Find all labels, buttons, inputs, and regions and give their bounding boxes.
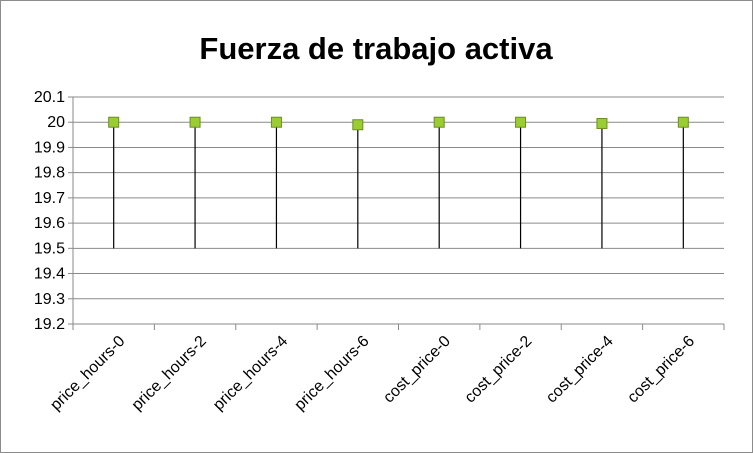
x-tick-label: cost_price-2 <box>462 333 536 407</box>
x-tick-label: price_hours-2 <box>129 333 210 414</box>
axes <box>68 96 725 330</box>
data-point <box>352 119 364 131</box>
chart-title: Fuerza de trabajo activa <box>199 31 553 66</box>
data-point <box>189 116 201 128</box>
y-tick-label: 19.4 <box>34 266 65 283</box>
y-tick-label: 19.3 <box>34 291 65 308</box>
x-tick-label: cost_price-4 <box>543 333 617 407</box>
y-tick-label: 19.9 <box>34 139 65 156</box>
data-point <box>433 116 445 128</box>
x-tick-label: cost_price-6 <box>624 333 698 407</box>
data-point <box>270 116 282 128</box>
x-tick-label: price_hours-0 <box>47 333 128 414</box>
y-tick-label: 19.5 <box>34 240 65 257</box>
data-point <box>677 116 689 128</box>
y-tick-labels: 20.1 20 19.9 19.8 19.7 19.6 19.5 19.4 19.3 19.2 <box>34 89 65 333</box>
x-tick-label: price_hours-6 <box>291 333 372 414</box>
y-tick-label: 19.6 <box>34 215 65 232</box>
y-tick-label: 19.7 <box>34 190 65 207</box>
data-markers <box>108 116 689 131</box>
x-tick-label: price_hours-4 <box>210 333 291 414</box>
y-tick-label: 19.2 <box>34 316 65 333</box>
x-tick-label: cost_price-0 <box>380 333 454 407</box>
y-tick-label: 20.1 <box>34 89 65 106</box>
y-tick-label: 20 <box>47 114 65 131</box>
y-tick-label: 19.8 <box>34 165 65 182</box>
data-point <box>515 116 527 128</box>
drop-lines <box>113 122 684 249</box>
data-point <box>108 116 120 128</box>
data-point <box>596 117 608 129</box>
x-tick-labels: price_hours-0 price_hours-2 price_hours-4 p… <box>47 333 698 414</box>
grid-lines <box>73 96 724 325</box>
